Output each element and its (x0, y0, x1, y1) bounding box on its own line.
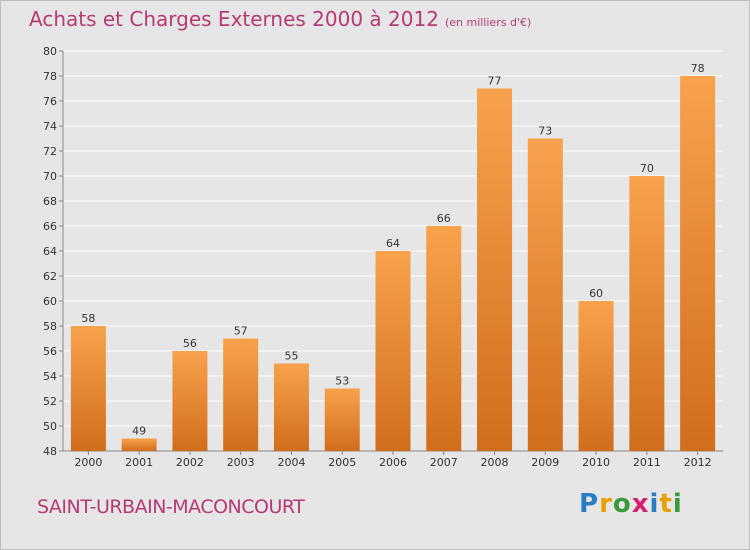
y-tick-label: 56 (43, 345, 57, 358)
y-tick-label: 74 (43, 120, 57, 133)
x-tick-label-2012: 2012 (684, 456, 712, 469)
value-label-2003: 57 (234, 325, 248, 338)
logo-letter: P (579, 489, 600, 519)
bar-2009 (527, 138, 563, 451)
bar-2001 (121, 438, 157, 451)
value-label-2008: 77 (488, 75, 502, 88)
logo-letter: t (659, 489, 673, 519)
value-label-2000: 58 (81, 312, 95, 325)
bar-2003 (223, 338, 259, 451)
value-label-2007: 66 (437, 212, 451, 225)
bar-2004 (273, 363, 309, 451)
bar-2008 (477, 88, 513, 451)
logo-letter: x (631, 489, 650, 519)
chart-title: Achats et Charges Externes 2000 à 2012 (e… (29, 7, 531, 31)
value-label-2001: 49 (132, 425, 146, 438)
y-tick-label: 64 (43, 245, 57, 258)
value-label-2011: 70 (640, 162, 654, 175)
bar-2012 (680, 76, 716, 451)
y-tick-label: 50 (43, 420, 57, 433)
logo-letter: o (612, 489, 632, 519)
value-label-2004: 55 (284, 350, 298, 363)
x-tick-label-2005: 2005 (328, 456, 356, 469)
y-tick-label: 62 (43, 270, 57, 283)
x-tick-label-2006: 2006 (379, 456, 407, 469)
bar-2011 (629, 176, 665, 451)
y-tick-label: 54 (43, 370, 57, 383)
value-label-2009: 73 (538, 125, 552, 138)
x-tick-label-2004: 2004 (277, 456, 305, 469)
y-tick-label: 72 (43, 145, 57, 158)
value-label-2012: 78 (691, 62, 705, 75)
x-tick-label-2002: 2002 (176, 456, 204, 469)
x-tick-label-2011: 2011 (633, 456, 661, 469)
y-tick-label: 76 (43, 95, 57, 108)
y-tick-label: 58 (43, 320, 57, 333)
bar-2002 (172, 351, 208, 451)
value-label-2006: 64 (386, 237, 400, 250)
commune-name: SAINT-URBAIN-MACONCOURT (37, 496, 305, 518)
x-tick-label-2001: 2001 (125, 456, 153, 469)
y-tick-label: 78 (43, 70, 57, 83)
bar-2005 (324, 388, 360, 451)
y-tick-label: 68 (43, 195, 57, 208)
x-tick-label-2007: 2007 (430, 456, 458, 469)
bar-2007 (426, 226, 462, 451)
y-tick-label: 66 (43, 220, 57, 233)
logo-letter: i (672, 489, 683, 519)
bar-2000 (70, 326, 106, 451)
bar-2010 (578, 301, 614, 451)
logo-letter: i (649, 489, 660, 519)
y-tick-label: 48 (43, 445, 57, 458)
y-tick-label: 52 (43, 395, 57, 408)
chart-title-text: Achats et Charges Externes 2000 à 2012 (29, 7, 439, 31)
y-tick-label: 60 (43, 295, 57, 308)
x-tick-label-2010: 2010 (582, 456, 610, 469)
x-tick-label-2009: 2009 (531, 456, 559, 469)
x-tick-label-2003: 2003 (227, 456, 255, 469)
y-tick-label: 70 (43, 170, 57, 183)
y-tick-label: 80 (43, 45, 57, 58)
x-tick-label-2008: 2008 (481, 456, 509, 469)
value-label-2002: 56 (183, 337, 197, 350)
value-label-2005: 53 (335, 375, 349, 388)
x-tick-label-2000: 2000 (74, 456, 102, 469)
chart-subtitle: (en milliers d'€) (444, 16, 532, 29)
proxiti-logo: Proxiti (579, 489, 683, 519)
value-label-2010: 60 (589, 287, 603, 300)
logo-letter: r (599, 489, 613, 519)
bar-2006 (375, 251, 411, 451)
